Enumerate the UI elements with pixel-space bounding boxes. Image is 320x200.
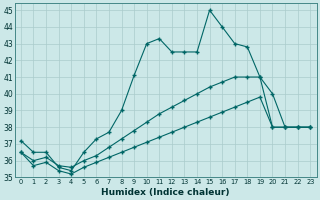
X-axis label: Humidex (Indice chaleur): Humidex (Indice chaleur) xyxy=(101,188,230,197)
